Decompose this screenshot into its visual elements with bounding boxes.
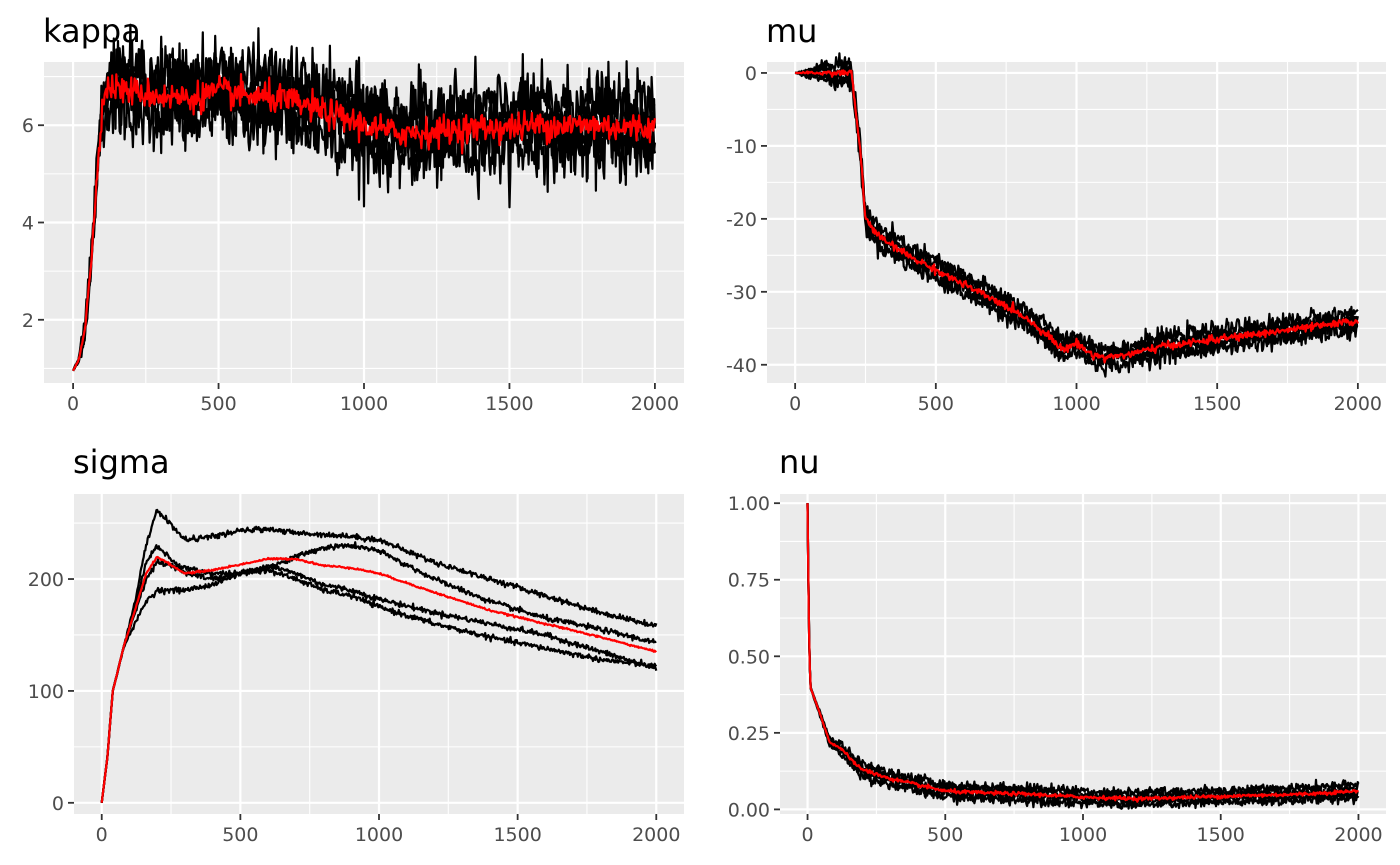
chain-line-1 xyxy=(100,508,658,803)
chain-line-1 xyxy=(72,74,656,372)
x-tick-label: 0 xyxy=(789,393,801,415)
panel-mu: mu 0 500 1000 1500 2000 0 -10 -20 -30 -40 xyxy=(726,12,1386,415)
chain-line-1 xyxy=(794,68,1359,378)
y-tick-label: -20 xyxy=(726,209,757,231)
x-tick-label: 2000 xyxy=(1334,824,1382,846)
mean-line xyxy=(100,555,658,803)
panel-title-mu: mu xyxy=(766,12,817,50)
chain-line-4 xyxy=(794,52,1359,359)
panel-title-nu: nu xyxy=(779,443,820,481)
x-tick-label: 2000 xyxy=(631,393,679,415)
panel-kappa: kappa 0 500 1000 1500 2000 2 4 6 xyxy=(22,12,684,415)
y-tick-label: 100 xyxy=(28,681,64,703)
y-tick-label: 2 xyxy=(22,310,34,332)
x-tick-label: 1500 xyxy=(1197,824,1245,846)
y-tick-label: -10 xyxy=(726,136,757,158)
x-tick-label: 1000 xyxy=(1052,393,1100,415)
x-tick-label: 1000 xyxy=(340,393,388,415)
y-tick-label: -30 xyxy=(726,282,757,304)
x-tick-label: 500 xyxy=(918,393,954,415)
y-tick-label: 0 xyxy=(745,63,757,85)
chain-line-4 xyxy=(100,567,658,803)
x-tick-label: 500 xyxy=(927,824,963,846)
x-tick-label: 1500 xyxy=(485,393,533,415)
y-tick-label: 0.50 xyxy=(728,646,770,668)
x-tick-label: 0 xyxy=(801,824,813,846)
x-tick-label: 1500 xyxy=(493,824,541,846)
panel-sigma: sigma 0 500 1000 1500 2000 0 100 200 xyxy=(28,443,684,846)
x-tick-label: 0 xyxy=(96,824,108,846)
y-tick-label: 0 xyxy=(52,793,64,815)
x-tick-label: 0 xyxy=(67,393,79,415)
panel-title-kappa: kappa xyxy=(43,12,141,50)
chain-line-2 xyxy=(100,541,657,803)
panel-title-sigma: sigma xyxy=(73,443,170,481)
y-tick-label: 6 xyxy=(22,115,34,137)
x-tick-label: 1000 xyxy=(1059,824,1107,846)
x-tick-label: 1000 xyxy=(355,824,403,846)
y-tick-label: -40 xyxy=(726,355,757,377)
chain-line-3 xyxy=(100,558,658,803)
mean-line xyxy=(794,69,1359,364)
y-tick-label: 4 xyxy=(22,213,34,235)
y-tick-label: 0.75 xyxy=(728,570,770,592)
chain-series xyxy=(100,508,658,803)
y-tick-label: 200 xyxy=(28,569,64,591)
panel-nu: nu 0 500 1000 1500 2000 0.00 0.25 0.50 0.75 1.00 xyxy=(728,443,1386,846)
y-tick-label: 0.00 xyxy=(728,799,770,821)
chain-line-4 xyxy=(806,503,1360,800)
y-tick-label: 0.25 xyxy=(728,723,770,745)
x-tick-label: 500 xyxy=(200,393,236,415)
x-tick-label: 1500 xyxy=(1193,393,1241,415)
x-tick-label: 2000 xyxy=(632,824,680,846)
mean-line xyxy=(72,73,656,372)
y-tick-label: 1.00 xyxy=(728,493,770,515)
mean-line xyxy=(806,503,1359,803)
x-tick-label: 500 xyxy=(222,824,258,846)
x-tick-label: 2000 xyxy=(1334,393,1382,415)
